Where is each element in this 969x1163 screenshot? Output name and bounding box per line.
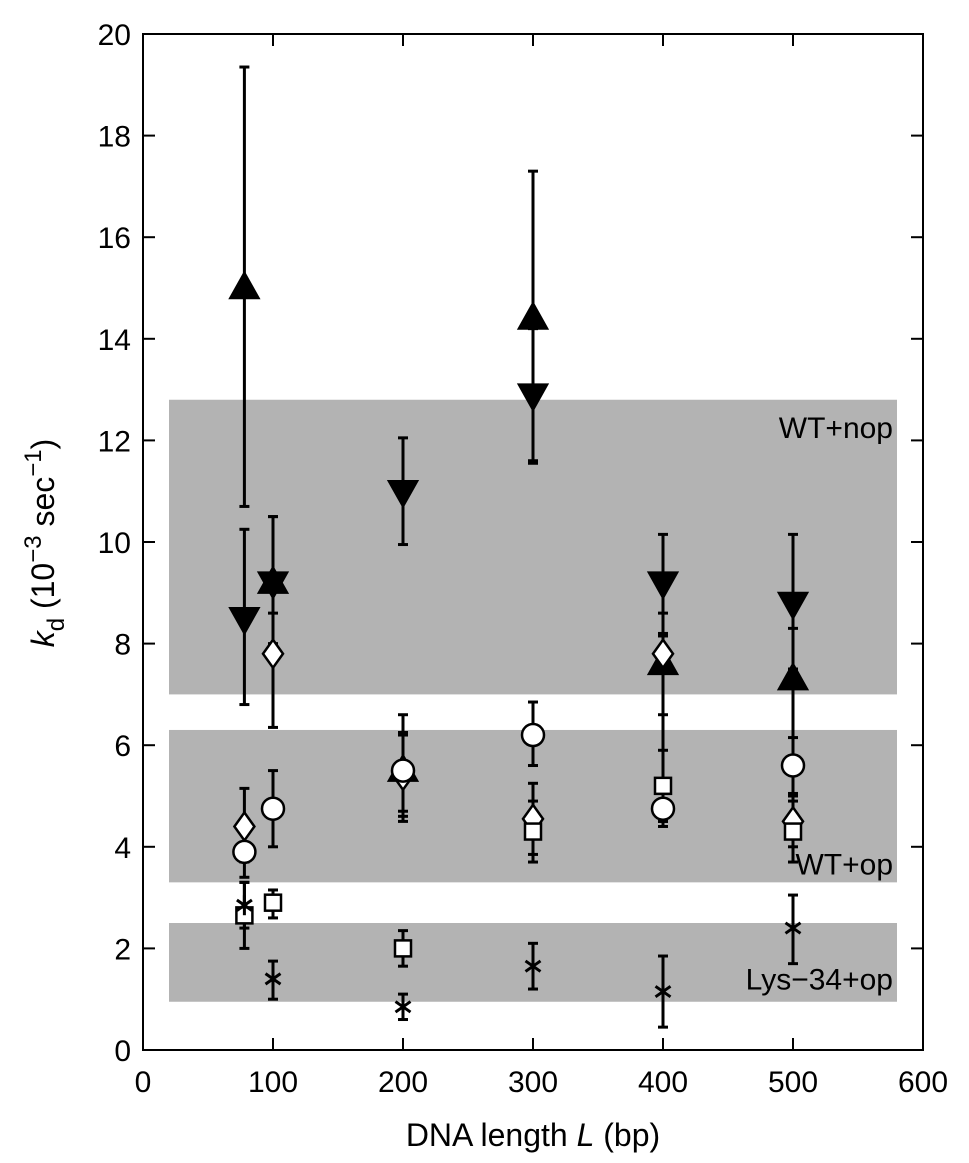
axis-ticks: 0 100 200 300 400 500 600 0 2 4 6 8 10 12 14 16 18 20 bbox=[98, 19, 948, 1099]
marker-triangle-down bbox=[646, 571, 680, 601]
x-tick-label: 0 bbox=[135, 1066, 152, 1099]
y-tick-label: 14 bbox=[98, 324, 131, 357]
marker-triangle-down bbox=[228, 606, 261, 636]
marker-circle bbox=[390, 758, 416, 783]
y-tick-label: 6 bbox=[114, 730, 131, 763]
marker-triangle-down bbox=[386, 479, 420, 509]
marker-asterisk bbox=[236, 895, 253, 916]
marker-circle bbox=[780, 753, 806, 778]
marker-triangle-up bbox=[516, 300, 550, 330]
x-tick-label: 400 bbox=[638, 1066, 688, 1099]
y-tick-label: 8 bbox=[114, 629, 131, 662]
marker-asterisk bbox=[654, 981, 672, 1002]
y-tick-label: 16 bbox=[98, 222, 131, 255]
x-tick-label: 100 bbox=[248, 1066, 298, 1099]
y-tick-label: 12 bbox=[98, 425, 131, 458]
band-label-0: WT+nop bbox=[779, 412, 893, 445]
marker-square bbox=[783, 822, 803, 841]
y-tick-label: 18 bbox=[98, 121, 131, 154]
y-tick-label: 0 bbox=[114, 1035, 131, 1068]
marker-circle bbox=[520, 722, 546, 748]
marker-circle bbox=[650, 796, 676, 821]
y-tick-label: 10 bbox=[98, 527, 131, 560]
marker-diamond bbox=[651, 637, 675, 670]
marker-asterisk bbox=[524, 956, 542, 977]
x-tick-label: 200 bbox=[378, 1066, 428, 1099]
marker-square bbox=[653, 776, 673, 796]
marker-triangle-up bbox=[228, 270, 261, 300]
x-axis-label: DNA length L (bp) bbox=[406, 1117, 660, 1153]
y-tick-label: 2 bbox=[114, 933, 131, 966]
band-label-2: Lys−34+op bbox=[746, 964, 893, 997]
data-markers bbox=[228, 270, 810, 1017]
band-label-1: WT+op bbox=[795, 848, 893, 881]
y-axis-label: kd (10−3 sec−1) bbox=[20, 439, 70, 648]
x-tick-label: 600 bbox=[898, 1066, 948, 1099]
marker-circle bbox=[232, 839, 257, 865]
marker-square bbox=[393, 939, 413, 958]
marker-circle bbox=[260, 796, 286, 821]
marker-asterisk bbox=[784, 918, 802, 939]
marker-square bbox=[523, 822, 543, 841]
marker-square bbox=[263, 893, 283, 912]
marker-triangle-down bbox=[776, 591, 810, 621]
marker-diamond bbox=[261, 637, 285, 670]
marker-asterisk bbox=[264, 968, 282, 989]
x-tick-label: 300 bbox=[508, 1066, 558, 1099]
marker-triangle-down bbox=[256, 571, 290, 601]
y-tick-label: 20 bbox=[98, 19, 131, 52]
marker-asterisk bbox=[394, 996, 412, 1017]
y-tick-label: 4 bbox=[114, 832, 131, 865]
marker-triangle-up bbox=[776, 661, 810, 691]
x-tick-label: 500 bbox=[768, 1066, 818, 1099]
marker-triangle-down bbox=[516, 383, 550, 413]
